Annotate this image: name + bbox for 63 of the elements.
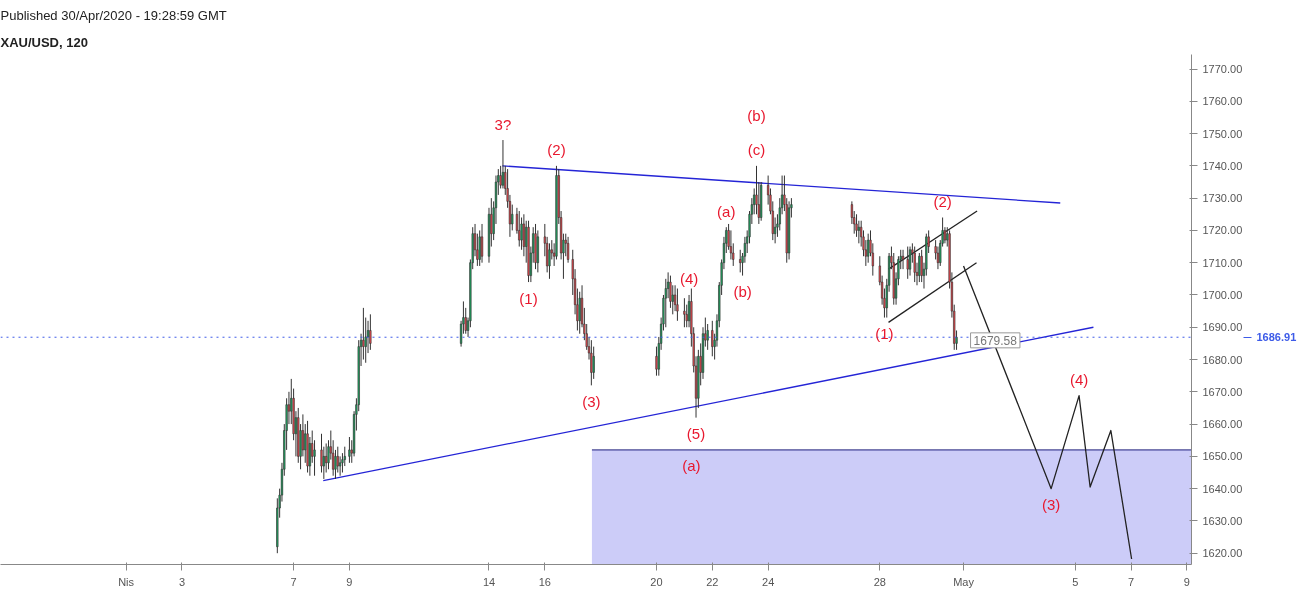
annotation: (a) [682,457,701,475]
x-tick-label: 7 [290,575,297,588]
annotation: (2) [547,141,566,159]
x-tick-label: 5 [1072,575,1079,588]
x-tick-label: 9 [346,575,353,588]
x-tick-label: 16 [538,575,551,588]
annotation: (b) [747,107,766,125]
y-tick-label: 1720.00 [1202,224,1243,237]
x-tick-label: 9 [1183,575,1190,588]
annotation: (5) [686,425,706,443]
y-tick-label: 1770.00 [1202,63,1243,76]
candlestick [590,339,593,386]
chart-subtitle: Published 30/Apr/2020 - 19:28:59 GMT [0,7,227,23]
y-tick-label: 1710.00 [1202,256,1243,269]
annotation: (3) [1041,496,1061,514]
x-tick-label: 20 [650,575,663,588]
candlestick [908,246,912,277]
y-tick-label: 1650.00 [1202,450,1243,463]
annotation: (4) [1069,371,1089,389]
candlestick [683,297,686,328]
candlestick [348,436,351,464]
annotation: (c) [747,141,766,159]
y-tick-label: 1740.00 [1202,159,1243,172]
y-tick-label: 1640.00 [1202,482,1243,495]
candlestick [918,252,921,283]
x-tick-label: 22 [706,575,719,588]
y-tick-label: 1700.00 [1202,288,1243,301]
y-tick-label: 1620.00 [1202,547,1243,560]
x-tick-label: Nis [118,575,135,588]
annotation: (1) [519,289,538,307]
x-tick-label: May [953,575,975,588]
y-tick-label: 1670.00 [1202,385,1243,398]
ref-line-label: 1686.91 [1256,331,1297,344]
candlestick [369,313,372,351]
y-tick-label: 1660.00 [1202,418,1243,431]
candlestick [518,210,521,248]
annotation: (a) [717,202,736,220]
candlestick [676,288,679,322]
x-tick-label: 14 [482,575,496,588]
annotation: (b) [733,283,752,301]
y-tick-label: 1690.00 [1202,321,1243,334]
candlestick [480,223,484,264]
candlestick [711,320,714,357]
x-tick-label: 3 [178,575,186,588]
y-tick-label: 1680.00 [1202,353,1243,366]
annotation: 1679.58 [973,333,1018,348]
candlestick [906,246,909,280]
y-tick-label: 1750.00 [1202,127,1243,140]
y-tick-label: 1760.00 [1202,95,1243,108]
annotation: (2) [933,193,952,211]
candlestick [913,246,916,283]
y-tick-label: 1630.00 [1202,514,1243,527]
annotation: 3? [494,115,512,133]
x-tick-label: 28 [873,575,886,588]
candlestick [867,233,870,264]
y-tick-label: 1730.00 [1202,192,1243,205]
candlestick [306,420,309,474]
annotation: (1) [875,325,894,343]
x-tick-label: 24 [762,575,775,588]
annotation: (4) [679,270,699,288]
chart-title: XAU/USD, 120 [0,34,88,50]
annotation: (3) [582,392,601,410]
x-tick-label: 7 [1127,575,1135,588]
